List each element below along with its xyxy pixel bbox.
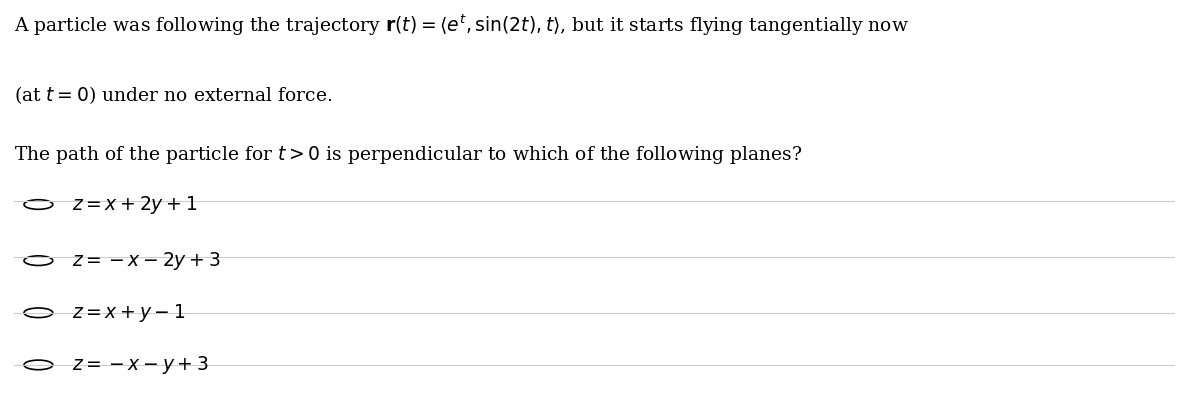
- Text: $z = x + y - 1$: $z = x + y - 1$: [72, 302, 185, 324]
- Text: A particle was following the trajectory $\mathbf{r}(t) = \langle e^t, \sin(2t), : A particle was following the trajectory …: [14, 12, 910, 38]
- Text: (at $t = 0$) under no external force.: (at $t = 0$) under no external force.: [14, 84, 332, 106]
- Text: $z = -x - 2y + 3$: $z = -x - 2y + 3$: [72, 250, 221, 271]
- Text: $z = -x - y + 3$: $z = -x - y + 3$: [72, 354, 209, 376]
- Text: $z = x + 2y + 1$: $z = x + 2y + 1$: [72, 194, 197, 215]
- Text: The path of the particle for $t > 0$ is perpendicular to which of the following : The path of the particle for $t > 0$ is …: [14, 144, 803, 166]
